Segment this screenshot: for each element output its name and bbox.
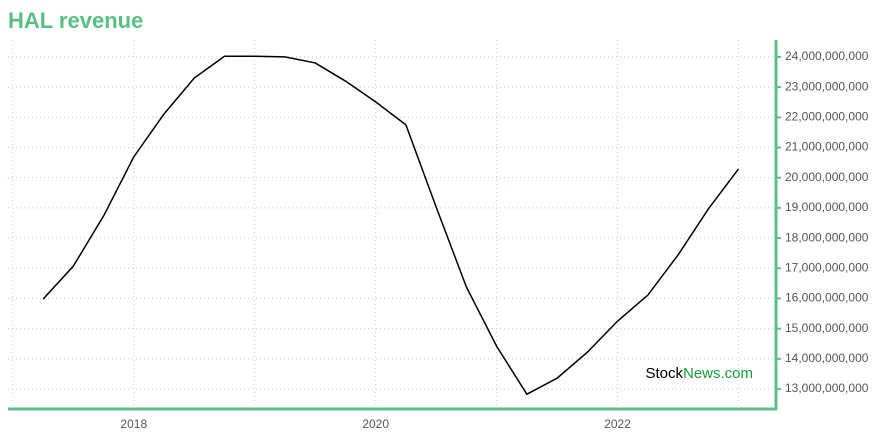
y-tick-label: 19,000,000,000 (785, 200, 869, 214)
y-tick-label: 18,000,000,000 (785, 230, 869, 244)
y-tick-label: 15,000,000,000 (785, 321, 869, 335)
chart-title: HAL revenue (8, 8, 143, 33)
x-tick-label: 2020 (362, 417, 389, 431)
y-tick-label: 17,000,000,000 (785, 260, 869, 274)
y-tick-label: 16,000,000,000 (785, 291, 869, 305)
watermark: StockNews.com (645, 365, 753, 382)
y-tick-label: 23,000,000,000 (785, 79, 869, 93)
watermark-part: Stock (645, 365, 683, 382)
watermark-part: News.com (683, 365, 753, 382)
y-tick-label: 14,000,000,000 (785, 351, 869, 365)
x-tick-label: 2018 (120, 417, 147, 431)
x-tick-label: 2022 (604, 417, 631, 431)
y-tick-label: 22,000,000,000 (785, 109, 869, 123)
plot-background (8, 40, 776, 409)
y-tick-label: 21,000,000,000 (785, 140, 869, 154)
y-tick-label: 24,000,000,000 (785, 49, 869, 63)
line (42, 55, 740, 396)
y-tick-label: 13,000,000,000 (785, 381, 869, 395)
y-tick-label: 20,000,000,000 (785, 170, 869, 184)
